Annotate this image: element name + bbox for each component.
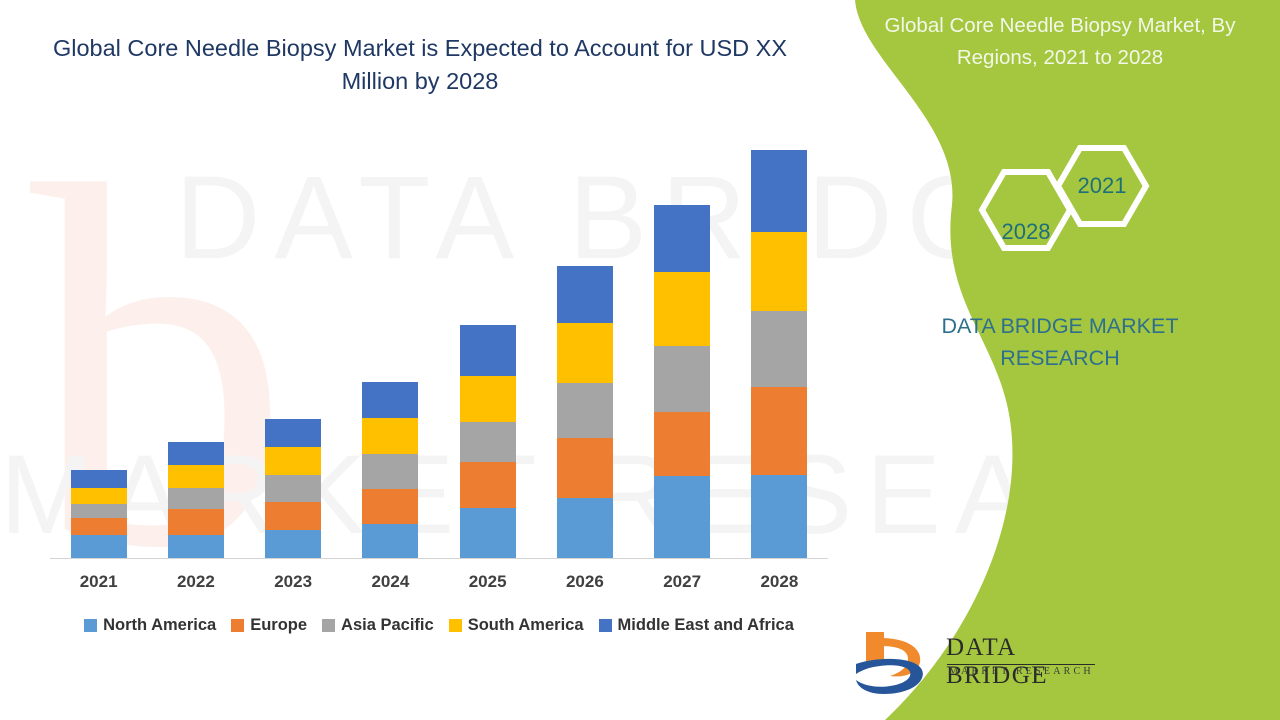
legend-item[interactable]: Asia Pacific: [322, 616, 434, 635]
bar-segment: [556, 437, 613, 498]
panel-brand-text: DATA BRIDGE MARKET RESEARCH: [941, 314, 1179, 370]
legend-label: North America: [103, 616, 217, 634]
legend-label: Asia Pacific: [341, 616, 434, 634]
logo-mark-icon: [856, 632, 923, 694]
x-tick-label: 2025: [468, 572, 507, 591]
legend-swatch-icon: [84, 619, 98, 632]
bar-segment: [459, 507, 516, 558]
bar-segment: [751, 231, 808, 311]
legend-swatch-icon: [448, 619, 462, 632]
bar-segment: [654, 272, 711, 346]
bar-segment: [654, 475, 711, 558]
legend-item[interactable]: North America: [84, 616, 216, 635]
bar-segment: [265, 529, 322, 558]
bar-segment: [167, 508, 224, 536]
logo-divider: [947, 664, 1095, 665]
bar-group: [556, 265, 613, 558]
bar-segment: [167, 487, 224, 509]
legend-swatch-icon: [598, 619, 612, 632]
legend-label: Middle East and Africa: [617, 616, 794, 634]
bar-segment: [70, 487, 127, 505]
data-bridge-logo: DATA BRIDGE MARKET RESEARCH: [850, 628, 1100, 700]
bar-segment: [70, 535, 127, 558]
x-tick-label: 2022: [176, 572, 215, 591]
x-tick-label: 2023: [274, 572, 313, 591]
bar-segment: [362, 489, 419, 525]
hexagon-2021-label: 2021: [1077, 173, 1127, 198]
bar-segment: [556, 265, 613, 323]
bar-segment: [362, 417, 419, 454]
bar-segment: [751, 310, 808, 388]
legend-item[interactable]: Middle East and Africa: [598, 616, 794, 635]
x-tick-label: 2028: [760, 572, 799, 591]
bar-segment: [556, 382, 613, 438]
legend-item[interactable]: Europe: [231, 616, 307, 635]
bar-segment: [70, 517, 127, 536]
bar-segment: [167, 535, 224, 558]
bar-group: [751, 149, 808, 558]
bar-segment: [654, 205, 711, 273]
legend-item[interactable]: South America: [448, 616, 584, 635]
hexagon-2028-label: 2028: [1001, 219, 1051, 244]
bar-segment: [362, 381, 419, 418]
legend-label: Europe: [250, 616, 308, 634]
chart-legend: North America Europe Asia Pacific South Ame…: [44, 616, 834, 635]
x-axis-tick-labels: 2021 2022 2023 2024 2025 2026 2027 2028: [50, 572, 828, 600]
logo-title: DATA BRIDGE: [946, 634, 1049, 689]
bar-segment: [556, 497, 613, 558]
bar-segment: [362, 454, 419, 490]
bar-segment: [654, 345, 711, 413]
bar-segment: [459, 324, 516, 377]
bar-segment: [265, 474, 322, 503]
bar-segment: [459, 461, 516, 508]
bar-group: [70, 470, 127, 558]
bar-group: [265, 418, 322, 558]
bar-segment: [70, 504, 127, 518]
bar-segment: [362, 524, 419, 558]
bar-group: [362, 381, 419, 558]
bar-segment: [70, 470, 127, 488]
chart-title: Global Core Needle Biopsy Market is Expe…: [52, 35, 788, 94]
legend-swatch-icon: [322, 619, 336, 632]
logo-subtitle: MARKET RESEARCH: [949, 666, 1094, 677]
bar-segment: [654, 412, 711, 476]
right-green-panel: Global Core Needle Biopsy Market, By Reg…: [820, 0, 1280, 720]
x-tick-label: 2021: [79, 572, 118, 591]
bar-chart-plot: [50, 120, 828, 558]
bar-segment: [265, 447, 322, 475]
bar-segment: [167, 464, 224, 488]
legend-label: South America: [467, 616, 584, 634]
hexagon-group: 2028 2021: [960, 140, 1160, 280]
bar-segment: [556, 322, 613, 383]
bar-segment: [751, 387, 808, 475]
x-tick-label: 2024: [371, 572, 410, 591]
x-tick-label: 2026: [565, 572, 604, 591]
bar-group: [459, 324, 516, 558]
bar-segment: [265, 502, 322, 530]
panel-title: Global Core Needle Biopsy Market, By Reg…: [884, 14, 1236, 69]
bar-segment: [265, 418, 322, 448]
bar-segment: [167, 441, 224, 465]
bar-segment: [751, 474, 808, 558]
bar-segment: [459, 422, 516, 462]
bar-group: [654, 205, 711, 558]
hexagon-shapes: [978, 145, 1150, 251]
x-tick-label: 2027: [663, 572, 702, 591]
bar-segment: [459, 376, 516, 423]
hexagon-2021: [1054, 145, 1150, 227]
bar-group: [167, 441, 224, 558]
green-panel-shape: [855, 0, 1280, 720]
bar-segment: [751, 149, 808, 232]
x-axis-line: [50, 558, 828, 559]
legend-swatch-icon: [231, 619, 245, 632]
